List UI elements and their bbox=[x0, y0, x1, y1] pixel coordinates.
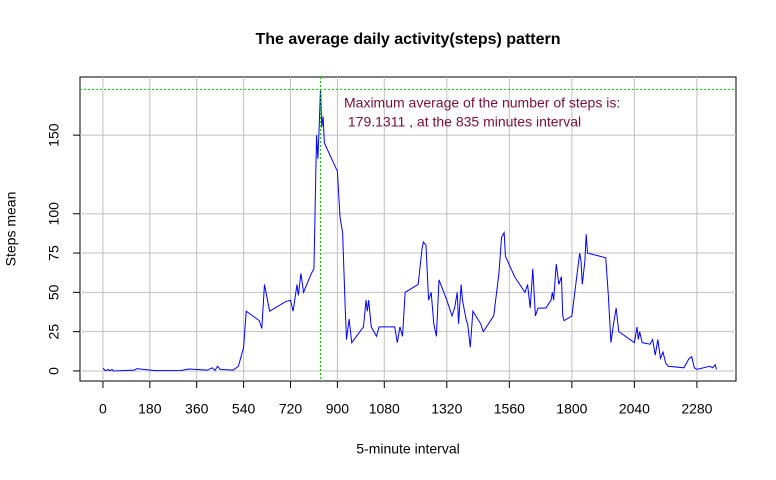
x-tick-label: 2280 bbox=[681, 401, 712, 417]
y-tick-label: 50 bbox=[46, 284, 62, 300]
x-tick-label: 2040 bbox=[619, 401, 650, 417]
y-tick-label: 75 bbox=[46, 245, 62, 261]
annotation: Maximum average of the number of steps i… bbox=[344, 95, 620, 111]
x-tick-label: 900 bbox=[326, 401, 350, 417]
y-axis-label: Steps mean bbox=[3, 192, 19, 267]
annotation: 179.1311 , at the 835 minutes interval bbox=[344, 114, 581, 130]
x-axis-label: 5-minute interval bbox=[356, 441, 460, 457]
x-tick-label: 360 bbox=[185, 401, 209, 417]
y-tick-label: 0 bbox=[46, 367, 62, 375]
x-tick-label: 720 bbox=[279, 401, 303, 417]
x-tick-label: 540 bbox=[232, 401, 256, 417]
x-tick-label: 0 bbox=[99, 401, 107, 417]
plot-box bbox=[79, 76, 737, 382]
y-tick-label: 100 bbox=[46, 202, 62, 226]
data-line bbox=[102, 89, 717, 372]
chart-title: The average daily activity(steps) patter… bbox=[256, 31, 561, 48]
x-tick-label: 1080 bbox=[369, 401, 400, 417]
x-tick-label: 180 bbox=[138, 401, 162, 417]
y-tick-label: 150 bbox=[46, 123, 62, 147]
x-tick-label: 1800 bbox=[556, 401, 587, 417]
y-tick-label: 25 bbox=[46, 324, 62, 340]
x-tick-label: 1320 bbox=[431, 401, 462, 417]
x-tick-label: 1560 bbox=[494, 401, 525, 417]
